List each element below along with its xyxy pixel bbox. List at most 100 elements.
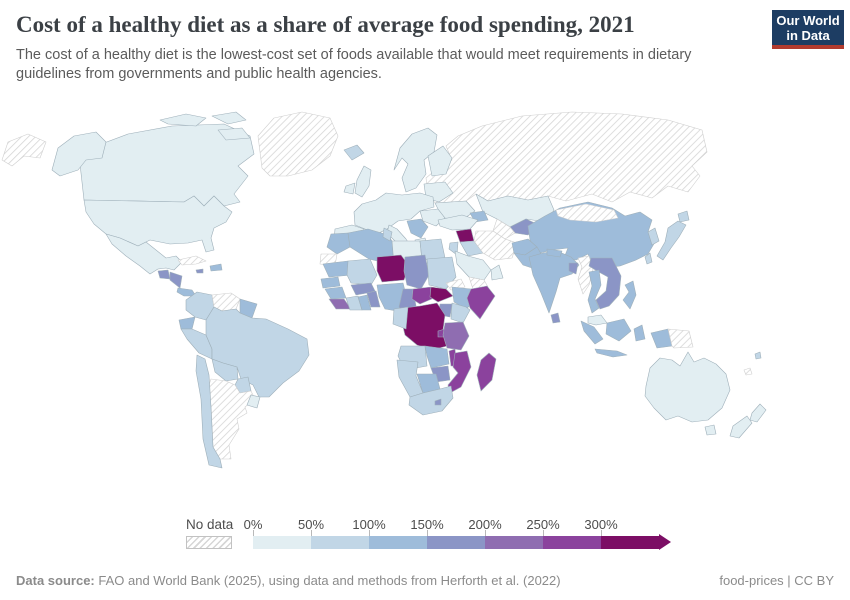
region-somalia[interactable] bbox=[466, 285, 496, 320]
region-russia-far-east[interactable] bbox=[1, 133, 47, 167]
region-honduras-nicaragua[interactable] bbox=[169, 271, 183, 289]
region-saudi-arabia[interactable] bbox=[454, 250, 492, 281]
region-south-africa[interactable] bbox=[408, 385, 454, 416]
region-bangladesh[interactable] bbox=[568, 262, 579, 275]
legend-tick-mark bbox=[601, 530, 602, 536]
region-south-sudan[interactable] bbox=[429, 286, 454, 303]
owid-logo-line1: Our World bbox=[776, 12, 840, 28]
legend-bin-1[interactable] bbox=[311, 536, 369, 549]
region-jamaica[interactable] bbox=[195, 268, 204, 274]
region-eritrea[interactable] bbox=[445, 278, 466, 291]
region-sulawesi[interactable] bbox=[633, 324, 646, 342]
region-balkans[interactable] bbox=[406, 218, 429, 239]
region-guatemala[interactable] bbox=[157, 269, 171, 280]
region-burkina-faso[interactable] bbox=[350, 282, 376, 296]
region-tunisia[interactable] bbox=[382, 227, 393, 242]
region-ecuador[interactable] bbox=[178, 316, 196, 330]
region-nepal[interactable] bbox=[546, 248, 563, 258]
region-canada-arctic[interactable] bbox=[217, 127, 251, 141]
region-sumatra[interactable] bbox=[580, 320, 604, 345]
region-fiji[interactable] bbox=[754, 351, 762, 360]
region-chad[interactable] bbox=[403, 254, 430, 290]
legend-bin-3[interactable] bbox=[427, 536, 485, 549]
legend-colorbar bbox=[253, 536, 659, 549]
region-finland[interactable] bbox=[427, 145, 453, 177]
region-tanzania[interactable] bbox=[442, 321, 470, 351]
legend-tick-mark bbox=[485, 530, 486, 536]
region-scandinavia[interactable] bbox=[393, 127, 438, 193]
region-iceland[interactable] bbox=[343, 144, 365, 161]
region-papua-new-guinea[interactable] bbox=[667, 328, 694, 349]
region-greenland[interactable] bbox=[257, 111, 339, 177]
region-ireland[interactable] bbox=[343, 182, 356, 195]
region-russia[interactable] bbox=[425, 111, 708, 204]
legend-colorbar-wrap: 0% 50% 100% 150% 200% 250% 300% bbox=[244, 517, 683, 553]
region-australia[interactable] bbox=[644, 351, 731, 423]
legend-bin-0[interactable] bbox=[253, 536, 311, 549]
chart-subtitle: The cost of a healthy diet is the lowest… bbox=[16, 47, 692, 83]
region-china[interactable] bbox=[527, 201, 656, 269]
region-brazil[interactable] bbox=[205, 306, 310, 398]
region-mali[interactable] bbox=[346, 258, 378, 286]
region-malaysia[interactable] bbox=[587, 314, 608, 326]
owid-logo[interactable]: Our World in Data bbox=[772, 10, 844, 45]
legend-tick-mark bbox=[543, 530, 544, 536]
legend-bin-4[interactable] bbox=[485, 536, 543, 549]
region-uruguay[interactable] bbox=[246, 394, 261, 409]
region-mexico[interactable] bbox=[105, 233, 183, 275]
region-thailand[interactable] bbox=[587, 269, 602, 314]
region-morocco[interactable] bbox=[326, 232, 351, 255]
region-cuba[interactable] bbox=[177, 255, 207, 266]
owid-logo-line2: in Data bbox=[786, 27, 830, 43]
legend-tick-label: 0% bbox=[243, 517, 263, 532]
region-java[interactable] bbox=[594, 348, 628, 358]
region-iran[interactable] bbox=[473, 230, 518, 261]
region-sri-lanka[interactable] bbox=[550, 312, 561, 324]
no-data-label: No data bbox=[186, 517, 234, 532]
region-oman[interactable] bbox=[490, 264, 504, 281]
region-central-african-republic[interactable] bbox=[411, 286, 435, 305]
region-new-zealand[interactable] bbox=[729, 415, 753, 439]
region-hispaniola[interactable] bbox=[209, 263, 223, 272]
region-kenya[interactable] bbox=[450, 302, 471, 324]
region-gabon-congo[interactable] bbox=[392, 306, 409, 330]
page-title: Cost of a healthy diet as a share of ave… bbox=[16, 12, 635, 37]
region-guinea[interactable] bbox=[324, 286, 347, 300]
region-chile[interactable] bbox=[195, 354, 223, 469]
region-taiwan[interactable] bbox=[644, 252, 653, 265]
region-usa[interactable] bbox=[83, 195, 233, 253]
region-lesotho[interactable] bbox=[434, 398, 442, 406]
region-senegal[interactable] bbox=[320, 276, 341, 289]
legend-bin-5[interactable] bbox=[543, 536, 601, 549]
legend-bin-6[interactable] bbox=[601, 536, 659, 549]
region-zambia[interactable] bbox=[424, 345, 450, 369]
region-philippines[interactable] bbox=[622, 280, 637, 310]
legend-tick-mark bbox=[253, 530, 254, 536]
region-japan[interactable] bbox=[656, 220, 687, 261]
region-japan[interactable] bbox=[677, 210, 690, 223]
region-canada-arctic[interactable] bbox=[211, 111, 247, 125]
region-alaska[interactable] bbox=[51, 131, 107, 177]
region-new-caledonia[interactable] bbox=[743, 367, 753, 376]
data-source-label: Data source: bbox=[16, 573, 95, 588]
region-madagascar[interactable] bbox=[476, 352, 497, 392]
region-mongolia[interactable] bbox=[555, 203, 619, 223]
no-data-swatch[interactable] bbox=[186, 536, 232, 549]
region-tasmania[interactable] bbox=[704, 424, 717, 436]
legend-tick-label: 150% bbox=[410, 517, 444, 532]
region-korea[interactable] bbox=[647, 227, 660, 246]
region-new-zealand[interactable] bbox=[749, 403, 767, 423]
region-syria[interactable] bbox=[455, 228, 475, 243]
region-turkmenistan[interactable] bbox=[492, 218, 516, 240]
region-india[interactable] bbox=[528, 250, 580, 314]
region-niger[interactable] bbox=[376, 254, 410, 283]
region-borneo[interactable] bbox=[605, 318, 632, 342]
legend-tick-mark bbox=[427, 530, 428, 536]
region-canada-arctic[interactable] bbox=[159, 113, 207, 127]
legend-bin-2[interactable] bbox=[369, 536, 427, 549]
legend-tick-mark bbox=[369, 530, 370, 536]
region-ghana[interactable] bbox=[357, 294, 372, 311]
license-text[interactable]: food-prices | CC BY bbox=[719, 573, 834, 588]
region-uk[interactable] bbox=[354, 165, 372, 198]
region-costa-rica-panama[interactable] bbox=[176, 287, 197, 297]
